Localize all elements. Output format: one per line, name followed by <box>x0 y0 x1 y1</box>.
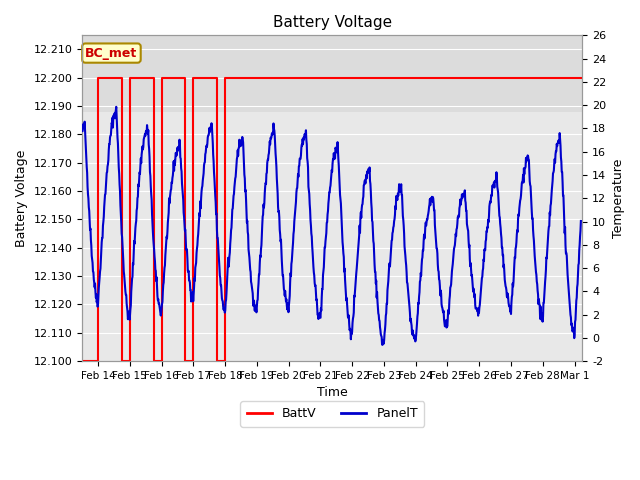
Text: BC_met: BC_met <box>85 47 138 60</box>
Y-axis label: Temperature: Temperature <box>612 158 625 238</box>
Legend: BattV, PanelT: BattV, PanelT <box>241 401 424 427</box>
X-axis label: Time: Time <box>317 386 348 399</box>
Title: Battery Voltage: Battery Voltage <box>273 15 392 30</box>
Y-axis label: Battery Voltage: Battery Voltage <box>15 150 28 247</box>
Bar <box>82 36 582 112</box>
